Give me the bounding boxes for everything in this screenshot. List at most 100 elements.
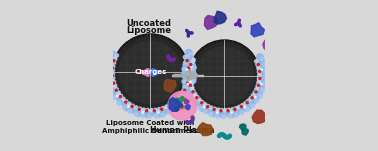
Circle shape: [186, 82, 189, 84]
Circle shape: [262, 71, 266, 76]
Circle shape: [257, 66, 260, 70]
Circle shape: [183, 82, 189, 88]
Text: Human Plasma: Human Plasma: [150, 126, 214, 135]
Circle shape: [111, 69, 115, 72]
Circle shape: [199, 105, 205, 111]
Circle shape: [185, 91, 191, 96]
Circle shape: [146, 110, 148, 112]
Circle shape: [192, 96, 198, 101]
Circle shape: [152, 110, 159, 116]
Circle shape: [125, 101, 127, 103]
Circle shape: [186, 84, 192, 90]
Circle shape: [163, 107, 169, 113]
Circle shape: [258, 76, 265, 83]
Circle shape: [251, 104, 254, 108]
Circle shape: [188, 75, 190, 77]
Circle shape: [259, 70, 261, 72]
Circle shape: [142, 112, 144, 113]
Circle shape: [109, 88, 116, 95]
Circle shape: [117, 91, 120, 94]
Polygon shape: [263, 38, 277, 51]
Circle shape: [190, 86, 194, 90]
Circle shape: [122, 97, 125, 100]
Circle shape: [260, 57, 264, 61]
Circle shape: [180, 96, 181, 98]
Circle shape: [191, 59, 195, 63]
Circle shape: [215, 110, 221, 116]
Circle shape: [253, 91, 256, 94]
Circle shape: [154, 115, 158, 118]
Circle shape: [262, 63, 266, 67]
Circle shape: [183, 76, 189, 82]
Circle shape: [248, 103, 253, 109]
Circle shape: [257, 57, 262, 62]
Circle shape: [105, 64, 108, 67]
Circle shape: [177, 96, 181, 99]
Circle shape: [110, 65, 111, 67]
Circle shape: [257, 63, 263, 68]
Circle shape: [158, 111, 163, 117]
Circle shape: [213, 108, 215, 111]
Circle shape: [229, 112, 234, 117]
Circle shape: [153, 110, 155, 112]
Circle shape: [198, 98, 201, 101]
Circle shape: [186, 59, 193, 65]
Circle shape: [196, 97, 198, 99]
Circle shape: [238, 105, 241, 109]
Circle shape: [174, 97, 184, 107]
Circle shape: [112, 65, 115, 68]
Circle shape: [189, 91, 194, 97]
Circle shape: [189, 81, 191, 82]
Circle shape: [110, 81, 112, 82]
Ellipse shape: [188, 32, 189, 33]
Circle shape: [124, 105, 130, 111]
Circle shape: [222, 115, 225, 119]
Circle shape: [197, 100, 201, 105]
Circle shape: [253, 95, 259, 101]
Circle shape: [167, 111, 171, 114]
Circle shape: [161, 106, 164, 110]
Circle shape: [190, 65, 192, 67]
Circle shape: [142, 108, 146, 111]
Circle shape: [194, 100, 200, 105]
Circle shape: [235, 110, 240, 115]
Circle shape: [172, 102, 178, 108]
Circle shape: [111, 51, 115, 56]
Circle shape: [150, 109, 153, 112]
Circle shape: [185, 88, 191, 94]
Circle shape: [220, 108, 223, 112]
Circle shape: [255, 99, 259, 103]
Circle shape: [186, 69, 188, 70]
Text: Liposome: Liposome: [127, 26, 172, 35]
Circle shape: [259, 81, 264, 85]
Circle shape: [183, 86, 187, 89]
Circle shape: [107, 57, 110, 61]
Circle shape: [257, 70, 261, 73]
Circle shape: [192, 79, 196, 83]
Polygon shape: [197, 123, 213, 136]
Circle shape: [263, 69, 267, 73]
Circle shape: [249, 97, 252, 100]
Circle shape: [187, 80, 194, 86]
Circle shape: [187, 56, 192, 60]
Circle shape: [112, 76, 115, 80]
Circle shape: [182, 89, 185, 93]
Circle shape: [244, 106, 249, 111]
Circle shape: [184, 75, 189, 80]
Circle shape: [193, 66, 196, 69]
Circle shape: [205, 108, 211, 113]
Circle shape: [221, 111, 226, 116]
Circle shape: [206, 104, 210, 108]
Circle shape: [184, 61, 189, 66]
Circle shape: [206, 106, 209, 108]
Circle shape: [121, 100, 125, 104]
Circle shape: [257, 63, 259, 66]
Circle shape: [175, 98, 178, 102]
Circle shape: [258, 84, 263, 89]
Circle shape: [192, 91, 194, 93]
Circle shape: [183, 67, 188, 72]
Circle shape: [106, 63, 111, 68]
Circle shape: [191, 61, 194, 65]
Circle shape: [193, 102, 197, 106]
Circle shape: [256, 54, 263, 61]
